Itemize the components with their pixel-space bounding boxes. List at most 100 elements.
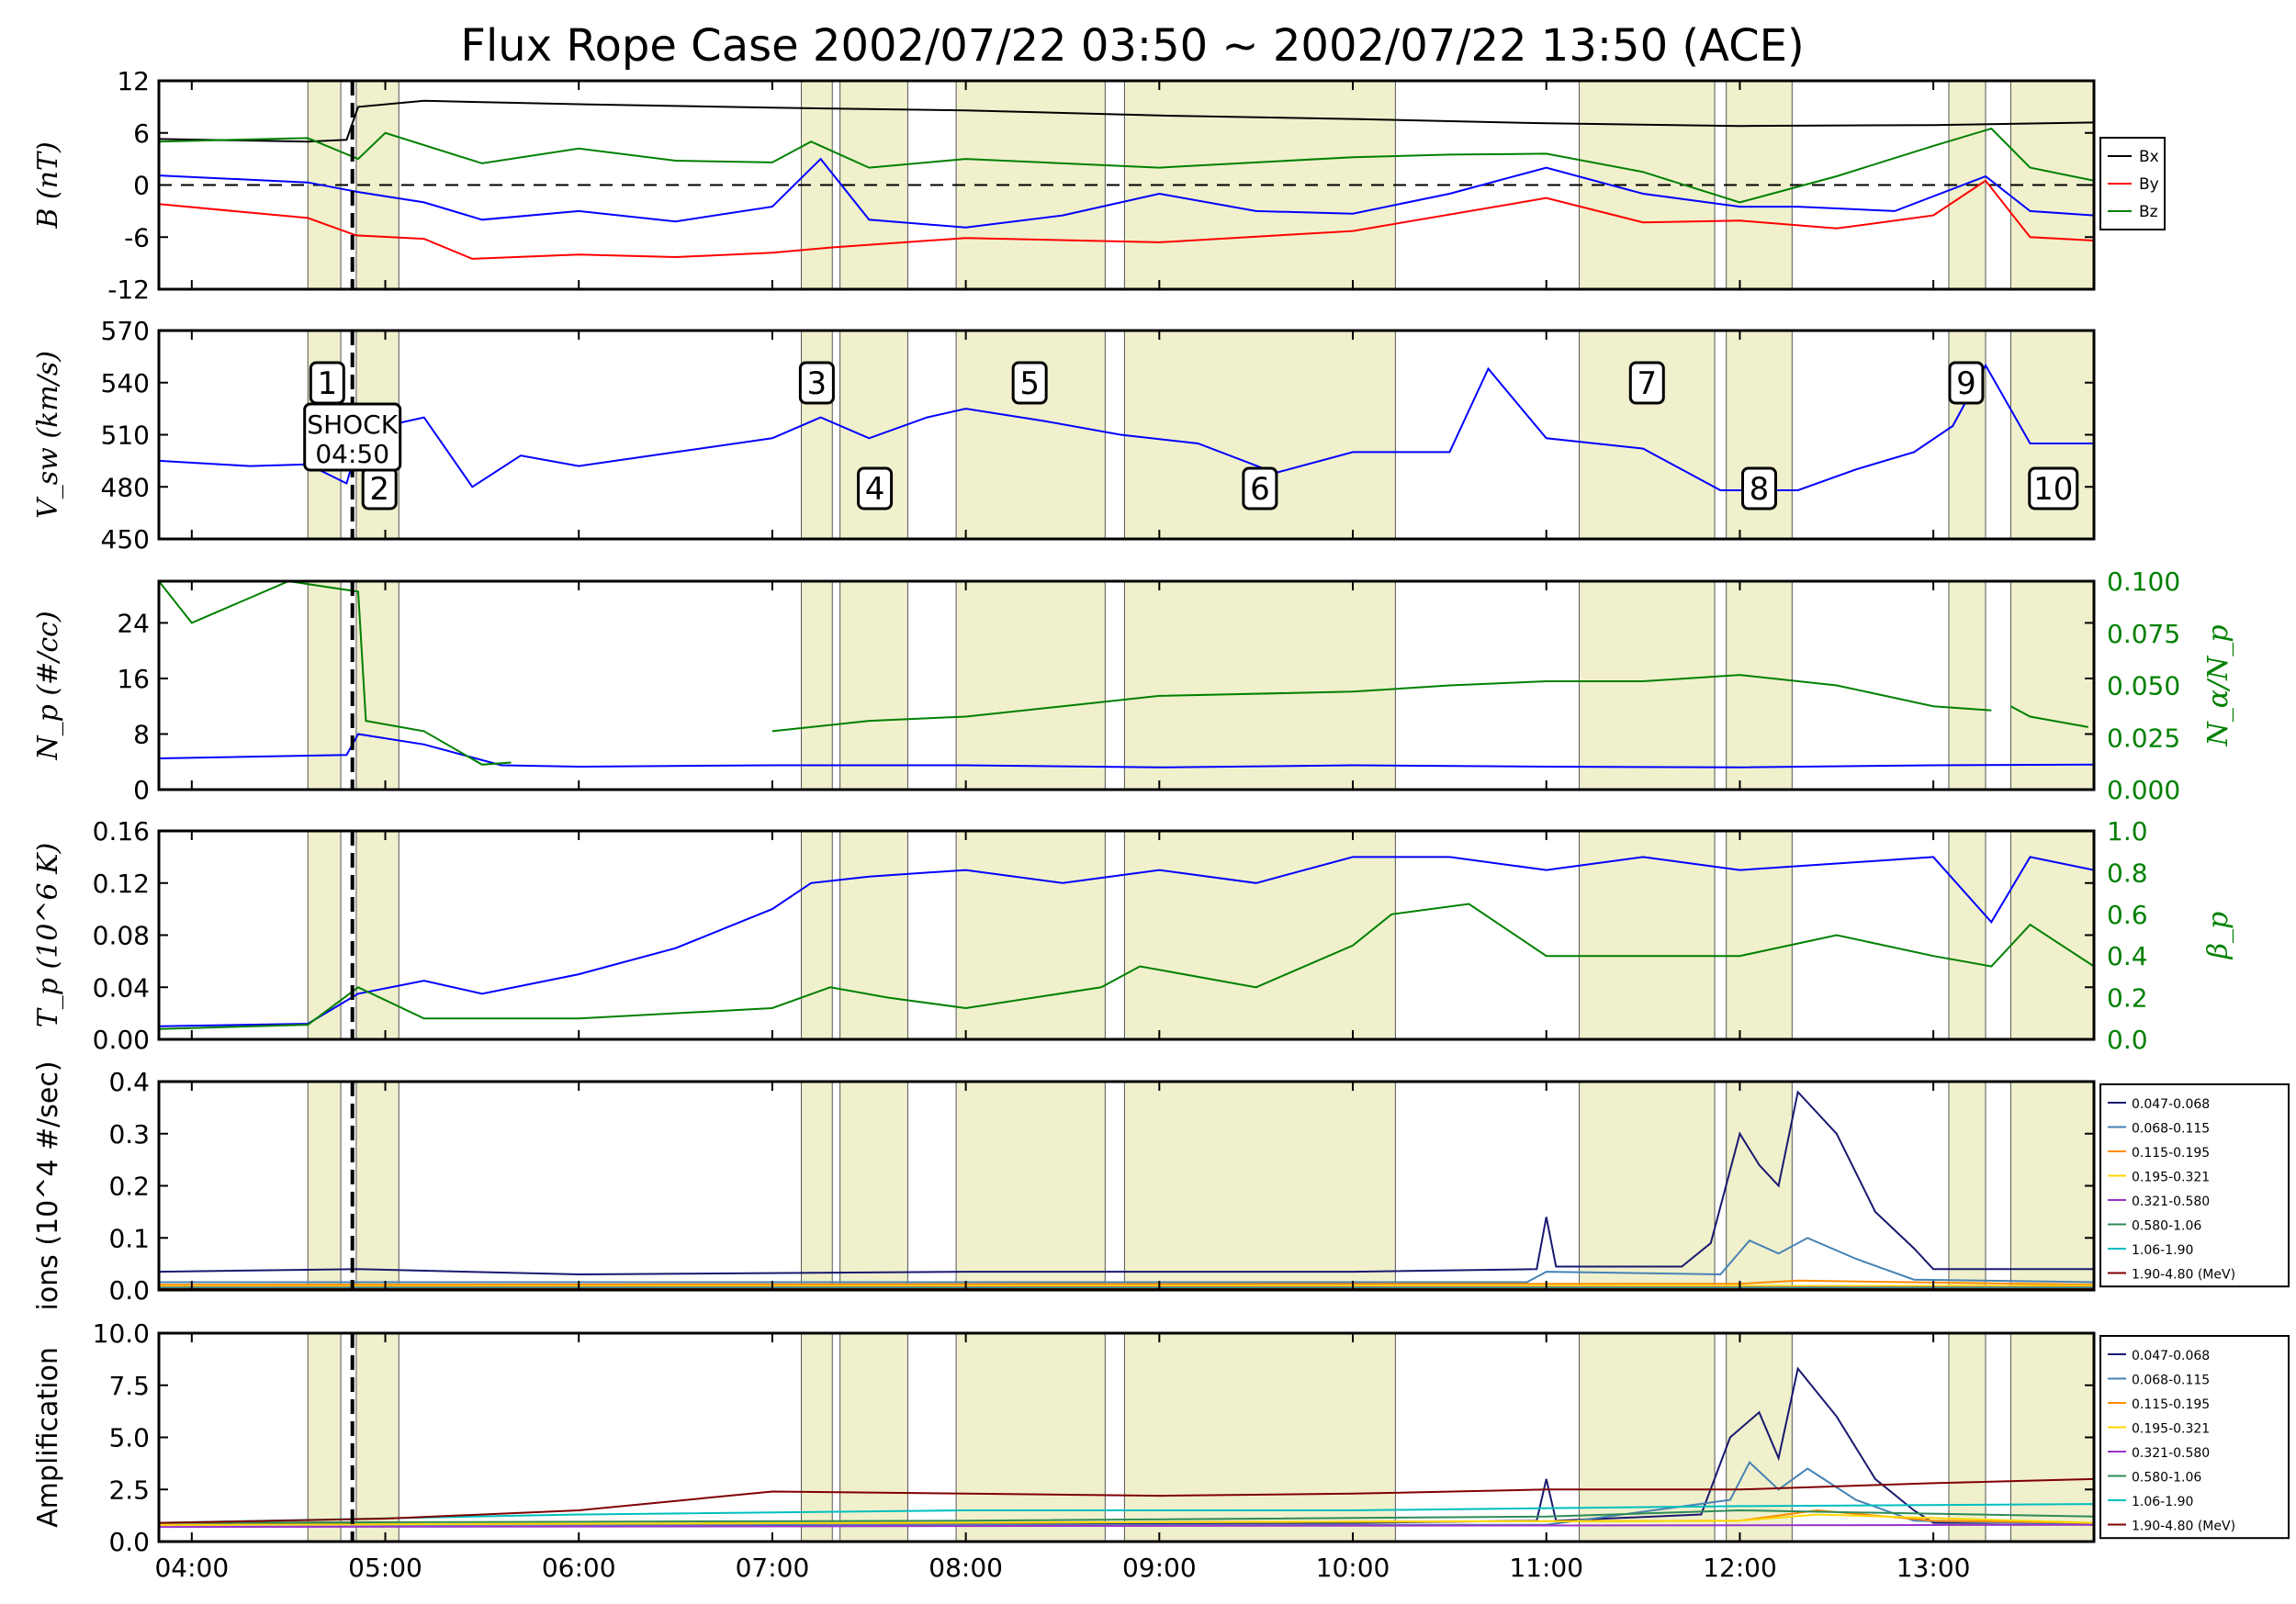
y-axis-label: V_sw (km/s) bbox=[32, 351, 64, 519]
highlight-interval bbox=[1123, 1081, 1396, 1291]
event-number: 1 bbox=[317, 365, 337, 402]
series-line bbox=[159, 1503, 2094, 1524]
legend-box bbox=[2099, 1083, 2290, 1288]
legend-label: By bbox=[2139, 175, 2159, 194]
y-tick-label: 12 bbox=[117, 66, 150, 96]
x-tick-label: 09:00 bbox=[1122, 1553, 1197, 1583]
event-number: 8 bbox=[1750, 471, 1770, 508]
event-number: 3 bbox=[807, 365, 827, 402]
x-tick-label: 06:00 bbox=[542, 1553, 616, 1583]
highlight-interval bbox=[355, 830, 400, 1040]
y-axis-label: Amplification bbox=[32, 1347, 64, 1528]
x-tick-label: 04:00 bbox=[154, 1553, 229, 1583]
series-line bbox=[159, 1237, 2094, 1284]
x-tick-label: 11:00 bbox=[1509, 1553, 1583, 1583]
y-tick-label: 8 bbox=[133, 719, 150, 749]
panel-tp: 0.00 0.04 0.08 0.12 0.16 0.0 0.2 0.4 0.6 0.8 1.0 β_… bbox=[32, 816, 2234, 1055]
y2-tick-label: 0.2 bbox=[2107, 983, 2148, 1014]
highlight-interval bbox=[1726, 1081, 1793, 1291]
highlight-interval bbox=[1948, 1081, 1986, 1291]
y-tick-label: 450 bbox=[101, 524, 150, 555]
highlight-interval bbox=[955, 830, 1106, 1040]
event-box bbox=[1011, 361, 1048, 405]
highlight-interval bbox=[801, 580, 833, 791]
legend-label: 0.321-0.580 bbox=[2132, 1446, 2210, 1461]
y-tick-label: 0 bbox=[133, 775, 150, 805]
series-line bbox=[159, 1523, 2094, 1529]
y2-tick-label: 1.0 bbox=[2107, 816, 2148, 847]
y-tick-label: 10.0 bbox=[93, 1318, 150, 1349]
highlight-interval bbox=[1123, 830, 1396, 1040]
event-box bbox=[1740, 466, 1777, 510]
y2-axis-label: N_α/N_p bbox=[2202, 624, 2234, 746]
highlight-interval bbox=[801, 1081, 833, 1291]
highlight-interval bbox=[1948, 580, 1986, 791]
highlight-interval bbox=[839, 1081, 908, 1291]
x-tick-label: 10:00 bbox=[1316, 1553, 1390, 1583]
y-tick-label: -12 bbox=[107, 275, 150, 305]
event-label: 7 bbox=[1628, 361, 1665, 405]
legend-label: 1.06-1.90 bbox=[2132, 1243, 2193, 1258]
y2-tick-label: 0.6 bbox=[2107, 900, 2148, 930]
series-group bbox=[159, 1366, 2094, 1529]
event-label: 10 bbox=[2028, 466, 2079, 510]
legend-label: 0.068-0.115 bbox=[2132, 1122, 2210, 1137]
x-tick-label: 12:00 bbox=[1703, 1553, 1777, 1583]
highlight-interval bbox=[355, 1332, 400, 1542]
y2-tick-label: 0.8 bbox=[2107, 858, 2148, 888]
series-line bbox=[159, 581, 512, 766]
panel-ions: 0.0 0.1 0.2 0.3 0.4 ions (10^4 #/sec) 0.047-0.… bbox=[32, 1060, 2290, 1311]
y-tick-label: 0.3 bbox=[108, 1119, 150, 1150]
panel-b: -12 -6 0 6 12 B (nT) Bx By Bz bbox=[32, 66, 2166, 305]
shock-time: 04:50 bbox=[315, 439, 389, 469]
legend-label: 0.195-0.321 bbox=[2132, 1171, 2210, 1185]
y2-tick-label: 0.100 bbox=[2107, 566, 2180, 597]
event-number: 4 bbox=[865, 471, 885, 508]
highlight-interval bbox=[2009, 1081, 2095, 1291]
event-number: 7 bbox=[1637, 365, 1657, 402]
y-axis-label: B (nT) bbox=[32, 141, 64, 229]
legend-label: 0.047-0.068 bbox=[2132, 1097, 2210, 1112]
highlight-interval bbox=[1726, 580, 1793, 791]
highlight-interval bbox=[955, 1081, 1106, 1291]
y-tick-label: 0.1 bbox=[108, 1223, 150, 1253]
highlight-interval bbox=[839, 830, 908, 1040]
series-group bbox=[159, 856, 2094, 1030]
legend-label: 0.115-0.195 bbox=[2132, 1146, 2210, 1161]
legend-label: 0.321-0.580 bbox=[2132, 1195, 2210, 1209]
highlight-interval bbox=[955, 1332, 1106, 1542]
y-tick-label: 0.04 bbox=[93, 972, 150, 1003]
series-line bbox=[159, 1509, 2094, 1524]
highlight-interval bbox=[1579, 830, 1716, 1040]
legend-label: 1.90-4.80 (MeV) bbox=[2132, 1520, 2235, 1534]
series-line bbox=[2009, 705, 2088, 728]
event-label: 4 bbox=[857, 466, 894, 510]
series-line bbox=[159, 1477, 2094, 1524]
legend-label: 0.115-0.195 bbox=[2132, 1397, 2210, 1412]
highlight-interval bbox=[1579, 1081, 1716, 1291]
x-tick-label: 08:00 bbox=[929, 1553, 1003, 1583]
highlight-interval bbox=[839, 580, 908, 791]
x-tick-label: 07:00 bbox=[736, 1553, 810, 1583]
panel-frame bbox=[157, 579, 2096, 791]
event-label: 8 bbox=[1740, 466, 1777, 510]
event-box bbox=[1948, 361, 1985, 405]
x-tick-label: 13:00 bbox=[1896, 1553, 1971, 1583]
highlight-interval bbox=[839, 1332, 908, 1542]
highlight-interval bbox=[1123, 580, 1396, 791]
y2-tick-label: 0.4 bbox=[2107, 941, 2148, 971]
series-line bbox=[159, 127, 2094, 204]
y-tick-label: 0.16 bbox=[93, 816, 150, 847]
highlight-interval bbox=[1948, 1332, 1986, 1542]
event-label: 2 bbox=[361, 466, 398, 510]
y2-tick-label: 0.0 bbox=[2107, 1025, 2148, 1055]
highlight-interval bbox=[1726, 80, 1793, 290]
legend: 0.047-0.068 0.068-0.115 0.115-0.195 0.195-0… bbox=[2099, 1083, 2290, 1288]
y-tick-label: 480 bbox=[101, 472, 150, 502]
y-axis-label: ions (10^4 #/sec) bbox=[32, 1060, 64, 1310]
event-label: 1 bbox=[309, 361, 345, 405]
legend-label: 0.580-1.06 bbox=[2132, 1219, 2201, 1234]
y-tick-label: 0 bbox=[133, 171, 150, 201]
